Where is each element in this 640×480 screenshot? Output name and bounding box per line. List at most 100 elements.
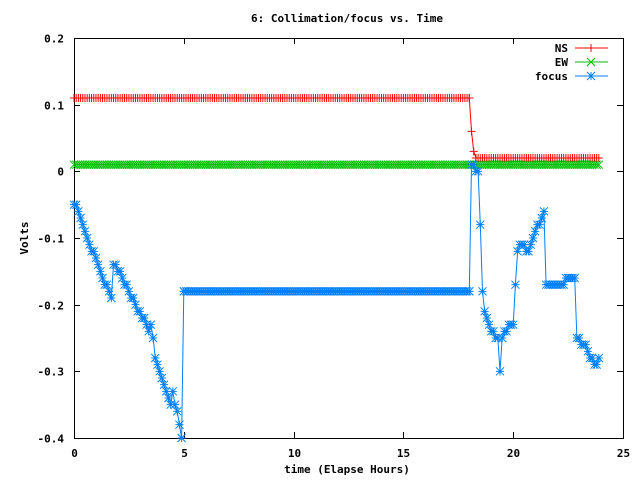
data-point-focus [159, 380, 169, 390]
data-point-ew [328, 160, 338, 170]
data-point-ew [74, 160, 83, 170]
data-point-focus [528, 233, 538, 243]
data-point-ew [144, 160, 154, 170]
data-point-ew [594, 160, 604, 170]
data-point-ew [150, 160, 160, 170]
data-point-ew [260, 160, 270, 170]
data-point-ew [229, 160, 239, 170]
data-point-ew [445, 160, 454, 170]
data-point-ew [146, 160, 156, 170]
data-point-ew [111, 160, 121, 170]
data-point-ew [333, 160, 342, 170]
y-tick-label: 0 [57, 166, 64, 179]
data-point-focus [175, 420, 184, 430]
data-point-ew [175, 160, 184, 170]
data-point-focus [482, 313, 492, 323]
data-point-ew [304, 160, 314, 170]
data-point-ew [159, 160, 169, 170]
data-point-ew [368, 160, 378, 170]
data-point-ew [192, 160, 202, 170]
data-point-ew [278, 160, 287, 170]
data-point-ew [517, 160, 527, 170]
data-point-ew [431, 160, 441, 170]
data-point-ew [243, 160, 252, 170]
data-point-ew [326, 160, 336, 170]
data-point-ew [350, 160, 360, 170]
data-point-ew [526, 160, 536, 170]
data-point-ew [552, 160, 562, 170]
data-point-ew [122, 160, 132, 170]
data-point-ew [590, 160, 599, 170]
data-point-focus [511, 280, 520, 290]
data-point-ew [561, 160, 571, 170]
data-point-ew [418, 160, 428, 170]
data-point-focus [530, 226, 540, 236]
data-point-ew [557, 160, 566, 170]
data-point-ew [87, 160, 96, 170]
data-point-focus [594, 353, 604, 363]
data-point-ns [467, 127, 476, 136]
data-point-ew [168, 160, 178, 170]
data-point-focus [93, 260, 103, 270]
data-point-ew [546, 160, 555, 170]
data-point-ew [484, 160, 494, 170]
data-point-ew [385, 160, 395, 170]
data-point-ew [572, 160, 582, 170]
data-point-ew [153, 160, 162, 170]
data-point-ew [576, 160, 586, 170]
data-point-ew [363, 160, 373, 170]
data-point-ew [269, 160, 279, 170]
data-point-focus [524, 246, 533, 256]
series-ew [69, 160, 604, 170]
data-point-ew [186, 160, 195, 170]
data-point-ew [256, 160, 266, 170]
data-point-ew [581, 160, 591, 170]
data-point-ew [188, 160, 197, 170]
data-point-ew [427, 160, 437, 170]
data-point-focus [76, 213, 85, 223]
data-point-ew [234, 160, 244, 170]
y-tick-label: -0.3 [38, 366, 65, 379]
data-point-ew [95, 160, 105, 170]
data-point-focus [475, 220, 485, 230]
data-point-ew [352, 160, 362, 170]
data-point-ew [161, 160, 171, 170]
data-point-ew [205, 160, 215, 170]
legend-marker-focus [586, 71, 596, 81]
data-point-focus [95, 266, 105, 276]
data-point-ew [502, 160, 511, 170]
data-point-focus [164, 393, 173, 403]
data-point-ew [190, 160, 200, 170]
data-point-ew [530, 160, 540, 170]
data-point-focus [464, 286, 474, 296]
data-point-focus [115, 266, 125, 276]
data-point-ew [508, 160, 518, 170]
data-point-ew [579, 160, 588, 170]
data-point-focus [91, 253, 101, 263]
data-point-focus [89, 246, 99, 256]
data-point-ew [155, 160, 164, 170]
data-point-ew [392, 160, 402, 170]
data-point-ew [273, 160, 283, 170]
data-point-ew [315, 160, 325, 170]
data-point-ew [85, 160, 94, 170]
data-point-focus [583, 346, 593, 356]
data-point-focus [104, 286, 114, 296]
data-point-ew [172, 160, 182, 170]
data-point-focus [106, 293, 116, 303]
data-point-ew [335, 160, 345, 170]
data-point-ew [157, 160, 167, 170]
data-point-focus [495, 366, 505, 376]
data-point-ew [403, 160, 413, 170]
data-point-focus [513, 246, 522, 256]
data-point-ns [465, 94, 474, 102]
data-point-ew [425, 160, 435, 170]
data-point-ew [265, 160, 274, 170]
data-point-ew [251, 160, 261, 170]
data-point-focus [85, 240, 94, 250]
data-point-ew [207, 160, 217, 170]
chart-title: 6: Collimation/focus vs. Time [251, 12, 443, 25]
data-point-ew [232, 160, 241, 170]
data-point-focus [144, 326, 154, 336]
data-point-ew [197, 160, 206, 170]
